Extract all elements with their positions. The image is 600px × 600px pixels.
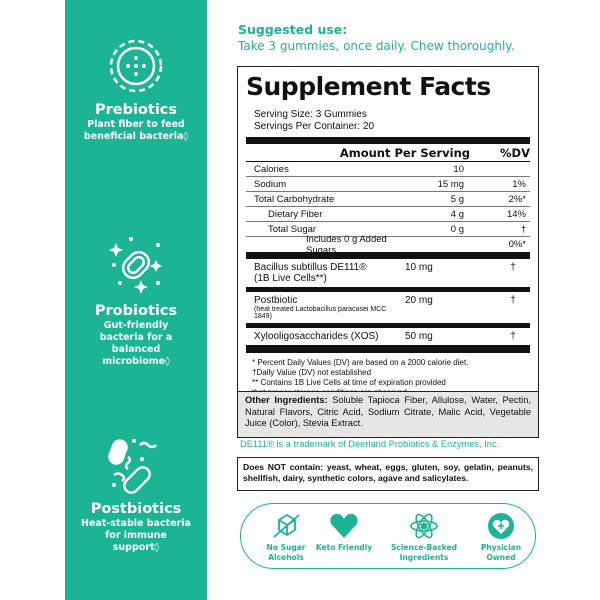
suggested-use: Suggested use: Take 3 gummies, once dail… <box>238 22 515 53</box>
footnote: ** Contains 1B Live Cells at time of exp… <box>252 378 446 387</box>
nutrient-row: Sodium 15 mg 1% <box>246 177 530 192</box>
nutrient-row: Total Sugar 0 g † <box>246 222 530 237</box>
badge-label: Physician Owned <box>480 543 522 562</box>
badge-science-backed: Science-Backed Ingredients <box>379 512 469 563</box>
ingredient-name: Bacillus subtillus DE111® <box>254 262 367 273</box>
badge-label: Science-Backed Ingredients <box>391 543 457 562</box>
nutrient-name: Calories <box>254 163 289 175</box>
divider <box>246 252 530 259</box>
trademark-note: DE111® is a trademark of Deerland Probio… <box>240 439 500 449</box>
feature-title: Postbiotics <box>90 501 182 517</box>
ingredient-amount: 50 mg <box>405 331 433 342</box>
nutrient-row: Calories 10 <box>246 162 530 177</box>
probiotic-sparkle-icon <box>109 237 162 294</box>
other-ingredients-text: Soluble Tapioca Fiber, Allulose, Water, … <box>245 395 531 428</box>
badge-label: Keto Friendly <box>315 543 373 552</box>
nutrient-name: Total Carbohydrate <box>254 193 335 205</box>
nutrient-amount: 10 <box>453 163 464 175</box>
divider <box>246 345 530 353</box>
ingredient-dv: † <box>510 295 516 306</box>
facts-header: Amount Per Serving %DV <box>246 144 530 162</box>
nutrient-row: Dietary Fiber 4 g 14% <box>246 207 530 222</box>
other-ingredients-label: Other Ingredients: <box>245 395 328 405</box>
divider <box>246 137 530 144</box>
badge-label: No Sugar Alcohols <box>266 543 306 562</box>
heart-plus-icon <box>488 513 514 539</box>
nutrient-name: Total Sugar <box>268 223 317 235</box>
ingredient-sub: (1B Live Cells**) <box>254 273 327 284</box>
ingredient-sub: (heat treated Lactobacillus paracasei MC… <box>254 306 387 320</box>
feature-desc: Gut-friendly bacteria for a balanced mic… <box>99 320 173 367</box>
ingredient-row: Bacillus subtillus DE111® (1B Live Cells*… <box>246 259 530 287</box>
badge-physician-owned: Physician Owned <box>466 512 536 563</box>
feature-title: Prebiotics <box>94 102 178 118</box>
nutrient-amount: 5 g <box>450 193 464 205</box>
badge-no-sugar-alcohols: No Sugar Alcohols <box>251 512 321 563</box>
supplement-facts-label: Supplement Facts Serving Size: 3 Gummies… <box>237 66 539 438</box>
footnote: †Daily Value (DV) not established <box>252 368 372 377</box>
nutrient-name: Dietary Fiber <box>268 208 323 220</box>
prebiotic-flower-icon <box>109 39 163 93</box>
ingredient-name: Xylooligosaccharides (XOS) <box>254 331 379 342</box>
facts-title: Supplement Facts <box>246 72 491 101</box>
serving-info: Serving Size: 3 Gummies Servings Per Con… <box>238 109 538 133</box>
probiotics-feature: Probiotics Gut-friendly bacteria for a b… <box>65 235 207 368</box>
nutrient-name: Sodium <box>254 178 287 190</box>
ingredient-amount: 20 mg <box>405 295 433 306</box>
ingredient-row: Postbiotic (heat treated Lactobacillus pa… <box>246 292 530 323</box>
nutrient-dv: 14% <box>506 208 526 220</box>
ingredient-amount: 10 mg <box>405 262 433 273</box>
ingredient-dv: † <box>510 331 516 342</box>
nutrient-dv: 2%* <box>508 193 526 205</box>
nutrient-amount: 0 g <box>450 223 464 235</box>
nutrient-name: Includes 0 g Added Sugars <box>306 233 387 256</box>
nutrient-row: Total Carbohydrate 5 g 2%* <box>246 192 530 207</box>
atom-icon <box>410 513 438 539</box>
footnote: * Percent Daily Values (DV) are based on… <box>252 358 469 367</box>
serving-size: Serving Size: 3 Gummies <box>254 109 367 120</box>
amount-header: Amount Per Serving <box>339 145 470 160</box>
postbiotics-feature: Postbiotics Heat-stable bacteria for imm… <box>65 435 207 554</box>
badge-keto-friendly: Keto Friendly <box>309 512 379 553</box>
ingredient-row: Xylooligosaccharides (XOS) 50 mg † <box>246 328 530 345</box>
nutrient-amount: 4 g <box>450 208 464 220</box>
other-ingredients: Other Ingredients: Soluble Tapioca Fiber… <box>238 391 538 437</box>
feature-desc: Plant fiber to feed beneficial bacteria◊ <box>83 119 189 142</box>
nutrient-dv: † <box>520 223 526 235</box>
benefits-sidebar: Prebiotics Plant fiber to feed beneficia… <box>65 0 207 600</box>
nutrient-dv: 1% <box>512 178 526 190</box>
heart-icon <box>330 513 358 538</box>
nutrient-row: Includes 0 g Added Sugars 0%* <box>246 234 530 256</box>
ingredient-dv: † <box>510 262 516 273</box>
ingredient-name: Postbiotic <box>254 295 298 306</box>
feature-desc: Heat-stable bacteria for immune support◊ <box>81 518 191 553</box>
divider <box>246 323 530 328</box>
no-sugar-cube-icon <box>273 513 300 538</box>
nutrient-dv: 0%* <box>508 239 526 250</box>
divider <box>246 287 530 292</box>
dv-header: %DV <box>500 145 530 160</box>
suggested-use-heading: Suggested use: <box>238 22 348 37</box>
does-not-contain: Does NOT contain: yeast, wheat, eggs, gl… <box>237 457 539 491</box>
postbiotic-bacteria-icon <box>108 439 157 494</box>
badges-panel: No Sugar Alcohols Keto Friendly Science-… <box>240 503 536 569</box>
servings-per-container: Servings Per Container: 20 <box>254 121 375 132</box>
suggested-use-text: Take 3 gummies, once daily. Chew thoroug… <box>238 39 515 53</box>
prebiotics-feature: Prebiotics Plant fiber to feed beneficia… <box>65 36 207 143</box>
nutrient-amount: 15 mg <box>437 178 464 190</box>
feature-title: Probiotics <box>94 303 178 319</box>
